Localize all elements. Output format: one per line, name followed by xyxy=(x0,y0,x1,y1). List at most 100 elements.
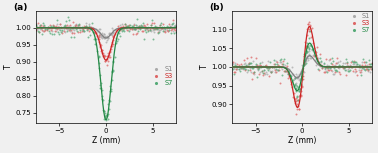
Point xyxy=(103,58,109,61)
Point xyxy=(311,54,317,56)
Point xyxy=(43,29,50,31)
Point xyxy=(299,75,305,77)
Point xyxy=(258,65,264,67)
Point xyxy=(87,26,93,29)
Point xyxy=(307,55,313,57)
Point xyxy=(339,65,345,67)
Point xyxy=(65,16,71,18)
Point xyxy=(83,24,89,27)
Point xyxy=(239,65,245,68)
Point xyxy=(369,62,375,64)
Point xyxy=(351,61,357,63)
Point xyxy=(297,90,304,92)
Point xyxy=(138,26,144,28)
Point xyxy=(260,74,266,76)
Point xyxy=(325,69,331,71)
Point xyxy=(160,23,166,25)
Point xyxy=(241,66,247,69)
Point xyxy=(308,36,314,39)
Point xyxy=(172,24,178,26)
Point xyxy=(301,54,307,57)
Point xyxy=(346,66,352,69)
Point xyxy=(282,70,288,73)
Point xyxy=(356,64,362,66)
Point xyxy=(98,35,104,38)
Point xyxy=(263,64,269,67)
Point xyxy=(348,66,354,68)
Point xyxy=(98,45,104,47)
Point xyxy=(96,34,102,37)
Point xyxy=(139,26,145,28)
Point xyxy=(298,78,304,81)
Point xyxy=(322,67,328,70)
Point xyxy=(52,27,58,29)
Point xyxy=(350,70,356,73)
Point xyxy=(306,50,312,52)
Point xyxy=(349,66,355,68)
Point xyxy=(260,65,266,67)
Point xyxy=(365,70,371,72)
Point xyxy=(264,67,270,69)
Point xyxy=(75,31,81,34)
Point xyxy=(80,28,86,30)
Point xyxy=(147,28,153,30)
Point xyxy=(107,33,113,35)
Point xyxy=(62,23,68,26)
Point xyxy=(169,28,175,31)
Point xyxy=(114,31,120,33)
Point xyxy=(96,31,102,34)
Point xyxy=(280,63,286,65)
Point xyxy=(330,73,336,75)
Point xyxy=(294,85,300,87)
Point xyxy=(53,27,59,30)
Point xyxy=(315,62,321,64)
Text: (a): (a) xyxy=(14,3,28,12)
Point xyxy=(305,45,311,47)
Point xyxy=(144,28,150,30)
Point xyxy=(307,24,313,26)
Point xyxy=(83,22,89,24)
Point xyxy=(110,60,116,62)
Point xyxy=(41,23,47,26)
Point xyxy=(46,29,52,32)
Point xyxy=(367,63,373,65)
Point xyxy=(71,36,77,38)
Point xyxy=(302,54,308,56)
X-axis label: Z (mm): Z (mm) xyxy=(92,136,120,145)
Point xyxy=(368,68,374,70)
Point xyxy=(102,115,108,118)
Point xyxy=(88,25,94,28)
Point xyxy=(304,42,310,45)
Point xyxy=(140,30,146,33)
Point xyxy=(96,56,102,59)
Point xyxy=(349,65,355,68)
Point xyxy=(279,68,285,70)
Point xyxy=(341,66,347,69)
Point xyxy=(97,33,103,35)
Point xyxy=(302,61,308,64)
Point xyxy=(122,26,128,28)
Point xyxy=(336,71,342,73)
Point xyxy=(361,60,367,63)
Point xyxy=(119,23,125,26)
Point xyxy=(97,28,103,30)
Point xyxy=(312,59,318,61)
Point xyxy=(231,71,237,74)
Point xyxy=(253,62,259,65)
Point xyxy=(282,69,288,72)
Point xyxy=(245,63,251,65)
Point xyxy=(365,68,371,70)
Point xyxy=(106,108,112,110)
Point xyxy=(134,18,140,20)
Point xyxy=(283,66,289,68)
Point xyxy=(88,26,94,29)
Point xyxy=(150,26,156,29)
Point xyxy=(233,67,239,70)
Point xyxy=(253,57,259,60)
Point xyxy=(157,29,163,32)
Point xyxy=(158,22,164,25)
Point xyxy=(358,74,364,76)
Point xyxy=(322,71,328,73)
Point xyxy=(305,37,311,39)
Point xyxy=(335,60,341,63)
